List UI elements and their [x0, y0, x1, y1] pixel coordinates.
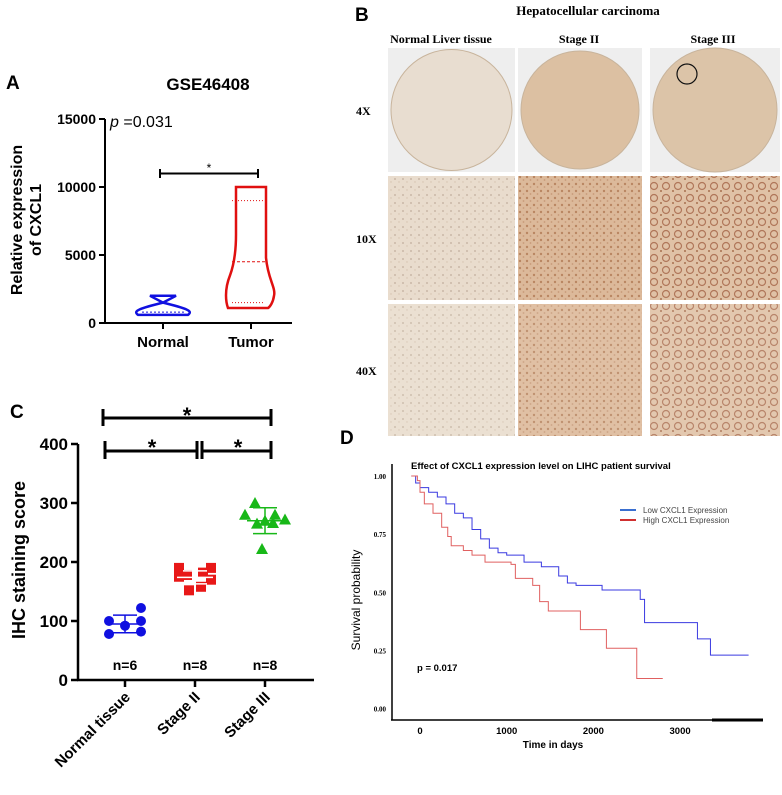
- y-tick-label: 5000: [65, 247, 96, 263]
- x-tick-label: 2000: [583, 726, 604, 737]
- ihc-image-4x-2: [650, 47, 780, 173]
- ihc-image-grid: Hepatocellular carcinoma Normal Liver ti…: [356, 3, 780, 436]
- data-point: [251, 517, 263, 529]
- data-point: [182, 569, 192, 580]
- y-axis-label: Relative expression of CXCL1: [9, 145, 45, 295]
- violin-chart: GSE46408 p =0.031 Relative expression of …: [9, 75, 292, 351]
- column-label: Stage III: [690, 32, 735, 46]
- panel-label-b: B: [355, 5, 369, 26]
- p-value: p =0.031: [109, 114, 173, 131]
- y-tick-label: 300: [40, 494, 68, 513]
- y-tick-label: 0.00: [374, 706, 387, 714]
- scatter-chart: IHC staining score 0 100 200 300 400 Normal t…: [9, 403, 314, 771]
- p-value: p = 0.017: [417, 663, 457, 674]
- data-point: [279, 513, 291, 525]
- x-tick-label: 1000: [496, 726, 517, 737]
- y-tick-label: 400: [40, 435, 68, 454]
- y-tick-label: 0: [88, 315, 96, 331]
- y-tick-label: 1.00: [374, 473, 387, 481]
- data-point: [267, 517, 279, 529]
- data-point: [206, 562, 216, 573]
- violin-tumor: [224, 185, 276, 310]
- significance-bracket: [103, 441, 273, 459]
- legend-label-high: High CXCL1 Expression: [643, 516, 729, 525]
- row-label: 40X: [356, 364, 377, 378]
- x-tick-label: 3000: [670, 726, 691, 737]
- highlight-circle: [676, 63, 698, 85]
- data-point: [196, 581, 206, 592]
- survival-chart: Effect of CXCL1 expression level on LIHC…: [349, 461, 763, 751]
- ihc-image-40x-0: [388, 304, 515, 436]
- x-axis-label: Time in days: [523, 740, 584, 751]
- data-point: [136, 626, 146, 637]
- data-point: [269, 508, 281, 520]
- x-tick-label: Stage II: [154, 689, 204, 739]
- chart-title: GSE46408: [166, 75, 249, 94]
- data-point: [206, 574, 216, 585]
- significance-star: *: [207, 161, 212, 175]
- y-tick-label: 10000: [57, 179, 96, 195]
- y-tick-label: 100: [40, 612, 68, 631]
- data-point: [256, 543, 268, 555]
- grid-header: Hepatocellular carcinoma: [516, 3, 660, 18]
- error-bar: [247, 506, 283, 535]
- panel-label-c: C: [10, 402, 24, 423]
- count-label: n=6: [113, 657, 138, 673]
- data-point: [104, 628, 114, 639]
- y-tick-label: 0: [59, 671, 68, 690]
- y-axis-label: IHC staining score: [9, 481, 29, 639]
- row-label: 10X: [356, 232, 377, 246]
- significance-star: *: [183, 403, 192, 428]
- ihc-image-10x-1: [518, 176, 642, 300]
- y-tick-label: 0.50: [374, 589, 387, 597]
- legend: Low CXCL1 Expression High CXCL1 Expressi…: [620, 506, 729, 525]
- y-tick-label: 200: [40, 553, 68, 572]
- x-tick-label: Normal: [137, 334, 189, 351]
- count-label: n=8: [183, 657, 208, 673]
- column-label: Normal Liver tissue: [390, 32, 492, 46]
- legend-label-low: Low CXCL1 Expression: [643, 506, 727, 515]
- column-label: Stage II: [559, 32, 600, 46]
- significance-star: *: [148, 435, 157, 460]
- significance-bracket: [159, 169, 259, 178]
- data-point: [198, 567, 208, 578]
- y-axis-label: Survival probability: [349, 550, 363, 651]
- x-tick-label: Normal tissue: [52, 689, 134, 771]
- y-tick-label: 0.75: [374, 531, 387, 539]
- count-label: n=8: [253, 657, 278, 673]
- ihc-image-40x-2: [650, 304, 780, 436]
- data-point: [239, 508, 251, 520]
- ihc-image-4x-0: [388, 48, 515, 172]
- x-tick-label: 0: [417, 726, 422, 737]
- survival-curve-high: [411, 475, 663, 679]
- row-label: 4X: [356, 104, 371, 118]
- significance-star: *: [234, 435, 243, 460]
- chart-title: Effect of CXCL1 expression level on LIHC…: [411, 461, 671, 472]
- data-point: [136, 603, 146, 614]
- error-bar: [107, 614, 143, 634]
- violin-normal: [135, 294, 191, 317]
- data-point: [249, 497, 261, 508]
- data-point: [174, 562, 184, 573]
- x-tick-label: Tumor: [228, 334, 274, 351]
- survival-curve-low: [411, 475, 749, 656]
- significance-bracket: [101, 409, 273, 426]
- ihc-image-10x-0: [388, 176, 515, 300]
- ihc-image-4x-1: [518, 48, 642, 172]
- y-tick-label: 0.25: [374, 648, 387, 656]
- ihc-image-40x-1: [518, 304, 642, 436]
- y-tick-label: 15000: [57, 111, 96, 127]
- x-tick-label: Stage III: [221, 689, 274, 742]
- error-bar: [177, 570, 213, 585]
- data-point: [184, 585, 194, 596]
- ihc-image-10x-2: [650, 176, 780, 300]
- panel-label-a: A: [6, 73, 20, 94]
- panel-label-d: D: [340, 428, 354, 449]
